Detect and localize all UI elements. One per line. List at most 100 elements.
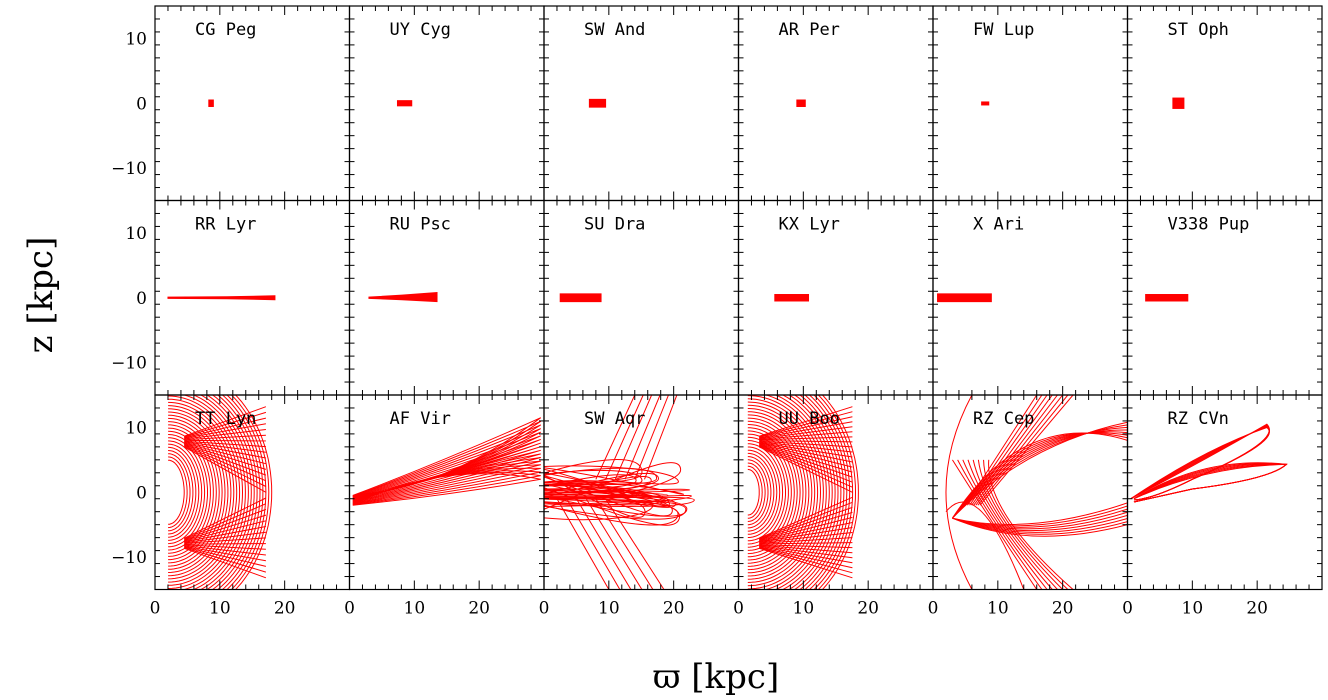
orbit-loop — [211, 395, 258, 590]
orbit-loop — [759, 442, 853, 458]
panel-title: X Ari — [973, 215, 1024, 235]
orbit-loop — [759, 411, 853, 438]
orbit-region — [208, 99, 214, 107]
orbit-loop — [184, 406, 267, 437]
panel-title: CG Peg — [195, 20, 256, 40]
orbit-trace — [588, 98, 607, 108]
orbit-loop — [747, 462, 766, 522]
panel-st-oph: ST Oph — [1126, 5, 1323, 202]
orbit-trace — [396, 100, 413, 107]
panel-rr-lyr: RR Lyr −10 0 10 — [111, 199, 351, 396]
orbit-region — [774, 294, 810, 302]
orbit-loop — [182, 395, 246, 590]
panel-ar-per: AR Per — [737, 5, 934, 202]
orbit-loop — [1130, 427, 1270, 501]
orbit-loop — [759, 421, 853, 439]
orbit-loop — [764, 395, 830, 590]
y-tick-label: −10 — [111, 159, 147, 179]
panel-title: AR Per — [779, 20, 840, 40]
orbit-loop — [747, 452, 775, 532]
orbit-loop — [759, 440, 853, 448]
orbit-loop — [544, 468, 637, 498]
orbit-region — [368, 292, 438, 303]
x-tick-label: 0 — [539, 599, 550, 619]
orbit-loop — [945, 501, 1025, 590]
orbit-loop — [759, 443, 853, 468]
orbit-loop — [544, 496, 695, 507]
orbit-loop — [952, 502, 1128, 525]
panel-title: AF Vir — [390, 409, 451, 429]
panel-grid: CG Peg −10 0 10 UY Cyg SW And AR Per FW Lup ST O… — [111, 5, 1323, 619]
orbit-loop — [184, 520, 267, 542]
panel-v338-pup: V338 Pup — [1126, 199, 1323, 396]
orbit-loop — [952, 432, 1128, 519]
orbit-loop — [199, 395, 252, 590]
panel-uy-cyg: UY Cyg — [348, 5, 545, 202]
orbit-loop — [544, 495, 668, 506]
orbit-loop — [544, 488, 669, 497]
orbit-trace — [1145, 294, 1189, 302]
orbit-loop — [230, 395, 270, 590]
orbit-loop — [747, 395, 827, 590]
orbit-loop — [168, 453, 191, 532]
orbit-loop — [804, 395, 848, 590]
y-tick-label: 10 — [125, 224, 147, 244]
y-tick-label: 0 — [136, 483, 147, 503]
orbit-loop — [977, 459, 1064, 590]
panel-su-dra: SU Dra — [543, 199, 740, 396]
orbit-loop — [184, 434, 266, 441]
x-tick-label: 10 — [793, 599, 815, 619]
x-tick-label: 20 — [1246, 599, 1268, 619]
orbit-loop — [747, 414, 810, 571]
orbit-loop — [184, 543, 266, 545]
orbit-loop — [972, 459, 1058, 590]
orbit-region — [588, 98, 607, 108]
x-tick-label: 20 — [1052, 599, 1074, 619]
orbit-trace — [168, 395, 273, 590]
orbit-loop — [184, 442, 267, 465]
orbit-loop — [168, 450, 194, 535]
orbit-loop — [813, 395, 854, 590]
x-tick-label: 0 — [150, 599, 161, 619]
y-tick-label: 0 — [136, 94, 147, 114]
orbit-loop — [168, 398, 241, 586]
orbit-loop — [759, 547, 853, 574]
panel-title: UU Boo — [779, 409, 840, 429]
panel-title: SW And — [584, 20, 645, 40]
x-tick-label: 0 — [1122, 599, 1133, 619]
orbit-region — [396, 100, 413, 107]
orbit-loop — [614, 395, 653, 480]
orbit-loop — [781, 395, 836, 590]
orbit-loop — [759, 426, 853, 440]
orbit-loop — [808, 395, 851, 590]
panel-title: SU Dra — [584, 215, 645, 235]
panel-title: RR Lyr — [195, 215, 256, 235]
x-tick-label: 10 — [987, 599, 1009, 619]
x-tick-label: 10 — [1182, 599, 1204, 619]
panel-title: RZ Cep — [973, 409, 1034, 429]
panel-cg-peg: CG Peg −10 0 10 — [111, 5, 351, 202]
y-tick-label: −10 — [111, 354, 147, 374]
x-tick-label: 0 — [928, 599, 939, 619]
orbit-loop — [168, 408, 232, 577]
panel-title: V338 Pup — [1168, 215, 1250, 235]
orbit-loop — [168, 456, 188, 529]
x-tick-label: 0 — [733, 599, 744, 619]
orbit-loop — [747, 398, 824, 587]
orbit-loop — [747, 417, 807, 567]
orbit-loop — [967, 459, 1053, 590]
orbit-loop — [624, 395, 661, 480]
orbit-loop — [759, 545, 853, 564]
panel-title: KX Lyr — [779, 215, 840, 235]
orbit-loop — [952, 424, 1128, 519]
panel-sw-and: SW And — [543, 5, 740, 202]
orbit-loop — [747, 404, 819, 580]
panel-sw-aqr: SW Aqr 0 10 20 — [539, 394, 740, 619]
orbit-loop — [544, 459, 643, 486]
orbit-region — [1145, 294, 1189, 302]
orbit-trace — [747, 395, 859, 590]
x-tick-label: 20 — [663, 599, 685, 619]
orbit-loop — [184, 417, 267, 439]
panel-title: TT Lyn — [195, 409, 256, 429]
